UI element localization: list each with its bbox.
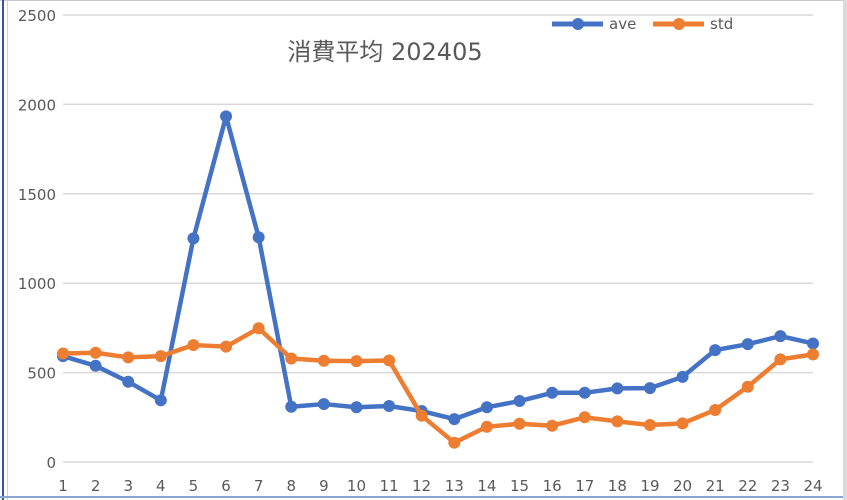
data-point-marker[interactable] bbox=[350, 355, 363, 368]
y-axis-ticks: 0 500 1000 1500 2000 2500 bbox=[18, 7, 56, 472]
data-point-marker[interactable] bbox=[774, 353, 787, 366]
data-point-marker[interactable] bbox=[480, 401, 493, 414]
data-point-marker[interactable] bbox=[285, 400, 298, 413]
data-point-marker[interactable] bbox=[448, 413, 461, 426]
y-tick-label: 1500 bbox=[18, 186, 56, 204]
data-point-marker[interactable] bbox=[154, 350, 167, 363]
data-point-marker[interactable] bbox=[807, 337, 819, 350]
data-point-marker[interactable] bbox=[611, 415, 624, 428]
left-border bbox=[2, 0, 4, 500]
legend[interactable]: ave std bbox=[552, 15, 733, 33]
data-point-marker[interactable] bbox=[611, 382, 624, 395]
y-tick-label: 0 bbox=[46, 454, 56, 472]
data-point-marker[interactable] bbox=[546, 386, 559, 399]
data-point-marker[interactable] bbox=[383, 400, 396, 413]
data-point-marker[interactable] bbox=[122, 351, 135, 364]
data-point-marker[interactable] bbox=[741, 338, 754, 351]
data-point-marker[interactable] bbox=[122, 375, 135, 388]
data-point-marker[interactable] bbox=[643, 382, 656, 395]
y-tick-label: 2500 bbox=[18, 7, 56, 25]
x-tick-label: 8 bbox=[286, 477, 296, 495]
x-tick-label: 24 bbox=[803, 477, 822, 495]
data-point-marker[interactable] bbox=[317, 398, 330, 411]
x-tick-label: 15 bbox=[510, 477, 529, 495]
data-point-marker[interactable] bbox=[480, 420, 493, 433]
x-tick-label: 12 bbox=[412, 477, 431, 495]
chart-title: 消費平均 202405 bbox=[287, 38, 482, 66]
data-point-marker[interactable] bbox=[578, 386, 591, 399]
x-tick-label: 20 bbox=[673, 477, 692, 495]
x-tick-label: 16 bbox=[543, 477, 562, 495]
x-tick-label: 22 bbox=[738, 477, 757, 495]
data-point-marker[interactable] bbox=[383, 354, 396, 367]
x-tick-label: 4 bbox=[156, 477, 166, 495]
data-point-marker[interactable] bbox=[285, 352, 298, 365]
x-tick-label: 3 bbox=[123, 477, 133, 495]
y-tick-label: 2000 bbox=[18, 96, 56, 114]
x-tick-label: 2 bbox=[91, 477, 101, 495]
data-point-marker[interactable] bbox=[643, 418, 656, 431]
x-tick-label: 11 bbox=[380, 477, 399, 495]
data-point-marker[interactable] bbox=[774, 330, 787, 343]
data-point-marker[interactable] bbox=[187, 339, 200, 352]
x-tick-label: 19 bbox=[640, 477, 659, 495]
data-point-marker[interactable] bbox=[546, 419, 559, 432]
data-point-marker[interactable] bbox=[252, 322, 265, 335]
left-inner-border bbox=[7, 0, 8, 500]
data-point-marker[interactable] bbox=[252, 231, 265, 244]
x-tick-label: 1 bbox=[58, 477, 68, 495]
x-tick-label: 21 bbox=[706, 477, 725, 495]
data-point-marker[interactable] bbox=[220, 110, 233, 123]
x-tick-label: 23 bbox=[771, 477, 790, 495]
data-point-marker[interactable] bbox=[448, 436, 461, 449]
x-tick-label: 13 bbox=[445, 477, 464, 495]
data-point-marker[interactable] bbox=[513, 417, 526, 430]
data-point-marker[interactable] bbox=[676, 417, 689, 430]
data-point-marker[interactable] bbox=[578, 411, 591, 424]
data-series bbox=[57, 110, 819, 449]
x-tick-label: 18 bbox=[608, 477, 627, 495]
data-point-marker[interactable] bbox=[415, 409, 428, 422]
x-tick-label: 17 bbox=[575, 477, 594, 495]
legend-item-ave[interactable]: ave bbox=[552, 15, 636, 33]
series-ave bbox=[57, 110, 819, 426]
data-point-marker[interactable] bbox=[709, 344, 722, 357]
x-tick-label: 7 bbox=[254, 477, 264, 495]
legend-std-marker-icon bbox=[673, 18, 685, 30]
data-point-marker[interactable] bbox=[709, 403, 722, 416]
x-axis-ticks: 1 2 3 4 5 6 7 8 9 10 11 12 13 14 15 16 17 18 19 20 21 22 23 24 bbox=[58, 477, 822, 495]
x-tick-label: 5 bbox=[189, 477, 199, 495]
data-point-marker[interactable] bbox=[154, 394, 167, 407]
data-point-marker[interactable] bbox=[317, 354, 330, 367]
top-border bbox=[0, 0, 847, 1]
right-border bbox=[843, 0, 847, 500]
data-point-marker[interactable] bbox=[350, 401, 363, 414]
x-tick-label: 6 bbox=[221, 477, 231, 495]
legend-std-label: std bbox=[710, 15, 733, 33]
legend-ave-marker-icon bbox=[572, 18, 584, 30]
y-tick-label: 1000 bbox=[18, 275, 56, 293]
data-point-marker[interactable] bbox=[676, 370, 689, 383]
data-point-marker[interactable] bbox=[187, 232, 200, 245]
data-point-marker[interactable] bbox=[220, 340, 233, 353]
gridlines bbox=[63, 14, 813, 463]
data-point-marker[interactable] bbox=[57, 347, 69, 360]
x-tick-label: 14 bbox=[477, 477, 496, 495]
series-line-std bbox=[62, 326, 814, 445]
bottom-border bbox=[0, 496, 847, 498]
legend-ave-label: ave bbox=[609, 15, 636, 33]
series-line-ave bbox=[62, 114, 814, 422]
data-point-marker[interactable] bbox=[89, 359, 102, 372]
series-std bbox=[57, 322, 819, 449]
y-tick-label: 500 bbox=[27, 365, 56, 383]
data-point-marker[interactable] bbox=[513, 395, 526, 408]
data-point-marker[interactable] bbox=[741, 380, 754, 393]
data-point-marker[interactable] bbox=[89, 346, 102, 359]
x-tick-label: 9 bbox=[319, 477, 329, 495]
x-tick-label: 10 bbox=[347, 477, 366, 495]
data-point-marker[interactable] bbox=[807, 348, 819, 361]
legend-item-std[interactable]: std bbox=[653, 15, 733, 33]
